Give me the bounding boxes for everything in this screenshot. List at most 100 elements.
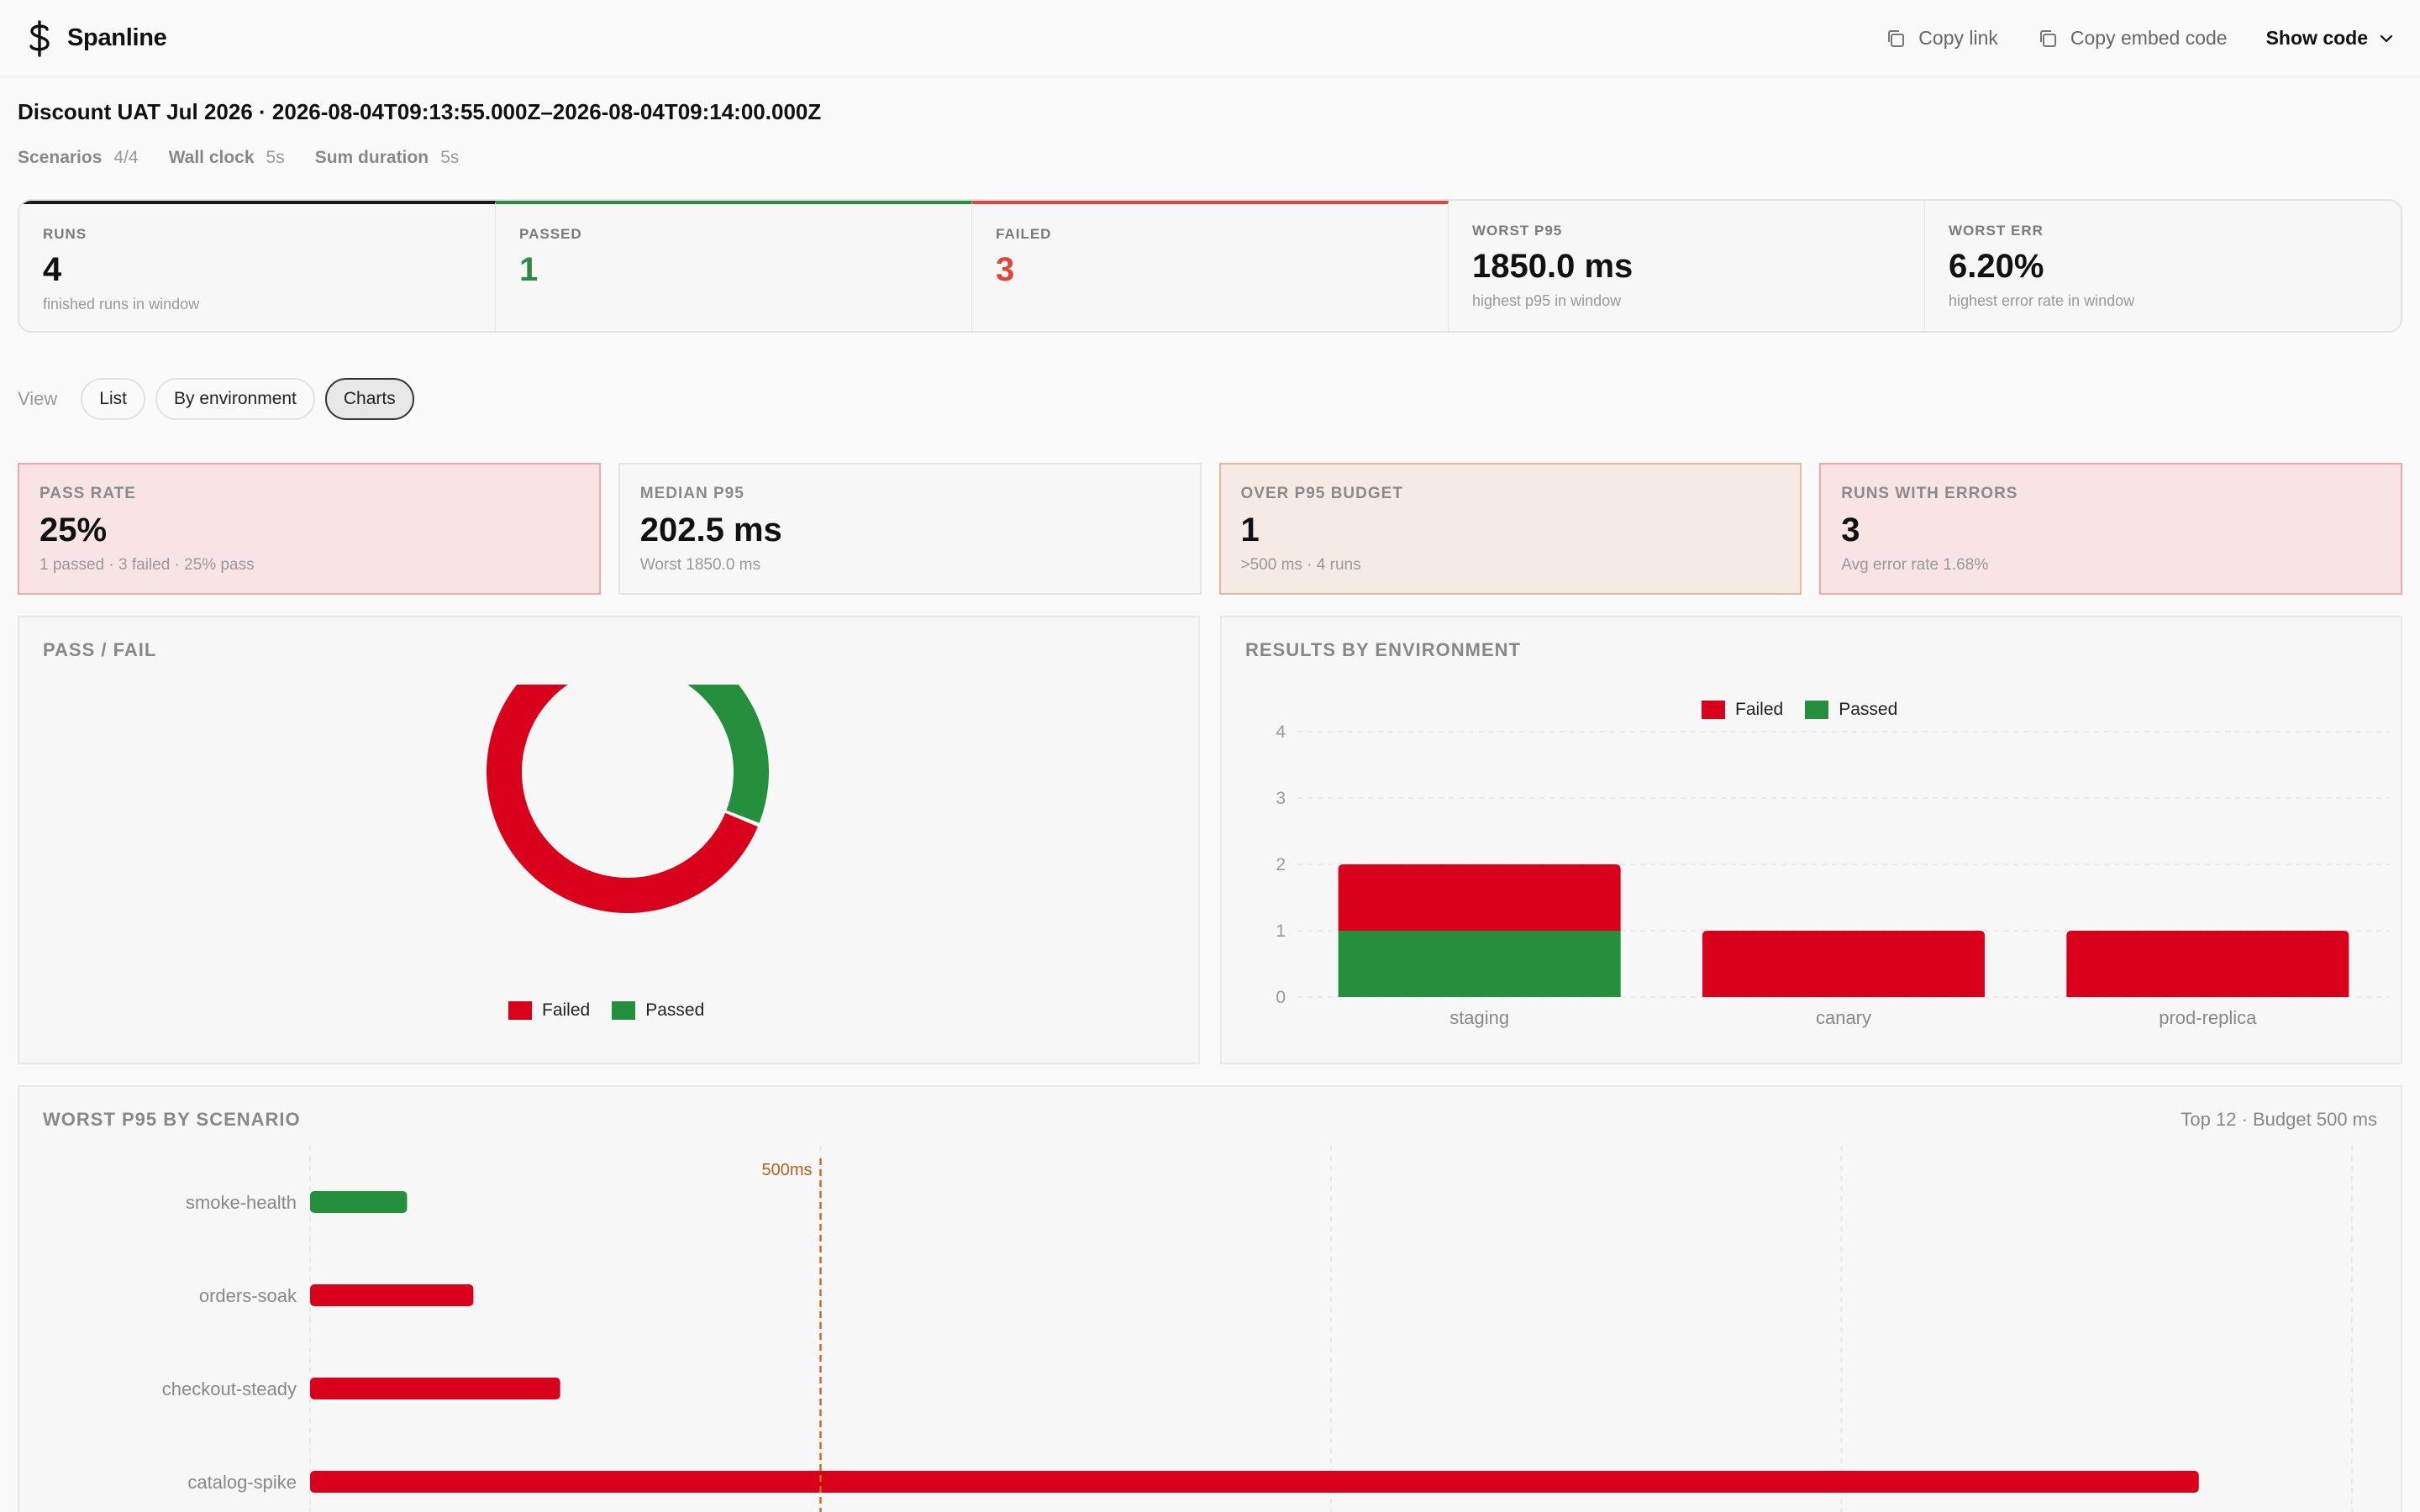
summary-value: 6.20% — [1949, 248, 2044, 285]
donut-slice-passed[interactable] — [669, 685, 769, 823]
bar-smoke-health[interactable] — [310, 1191, 408, 1213]
bar-checkout-steady[interactable] — [310, 1378, 560, 1399]
meta-key: Sum duration — [314, 148, 429, 167]
legend-label: Passed — [645, 1000, 705, 1020]
summary-label: RUNS — [43, 226, 87, 242]
pass-fail-donut-chart — [487, 685, 769, 913]
top-bar: Spanline Copy link Copy embed code Show … — [0, 0, 2420, 77]
summary-value: 4 — [43, 251, 62, 288]
y-tick-label: 2 — [1276, 855, 1286, 874]
summary-worst-err: WORST ERR 6.20% highest error rate in wi… — [1925, 201, 2401, 331]
summary-sub: highest error rate in window — [1949, 292, 2135, 309]
legend-item-passed[interactable]: Passed — [612, 1000, 704, 1021]
summary-runs: RUNS 4 finished runs in window — [19, 201, 496, 331]
bar-orders-soak[interactable] — [310, 1284, 474, 1306]
kpi-value: 1 — [1240, 512, 1260, 549]
legend-swatch-passed — [1805, 701, 1829, 719]
y-tick-label: catalog-spike — [187, 1472, 297, 1493]
view-option-by-environment[interactable]: By environment — [155, 378, 315, 420]
panel-title: RESULTS BY ENVIRONMENT — [1245, 639, 1521, 660]
summary-value: 1 — [519, 251, 539, 288]
y-tick-label: checkout-steady — [162, 1378, 297, 1399]
top-actions: Copy link Copy embed code Show code — [1885, 27, 2395, 50]
copy-link-label: Copy link — [1918, 27, 1998, 49]
kpi-row: PASS RATE 25% 1 passed · 3 failed · 25% … — [18, 463, 2402, 595]
copy-link-button[interactable]: Copy link — [1885, 27, 1998, 50]
legend-swatch-failed — [1702, 701, 1725, 719]
dollar-sign-icon — [29, 19, 50, 57]
kpi-value: 202.5 ms — [639, 512, 782, 549]
legend-item-passed[interactable]: Passed — [1805, 700, 1897, 720]
legend-label: Passed — [1839, 700, 1898, 719]
kpi-runs-with-errors: RUNS WITH ERRORS 3 Avg error rate 1.68% — [1819, 463, 2402, 595]
view-option-charts[interactable]: Charts — [324, 378, 414, 420]
copy-embed-label: Copy embed code — [2070, 27, 2228, 49]
y-tick-label: orders-soak — [199, 1285, 297, 1306]
copy-icon — [2039, 29, 2056, 47]
meta-sum-duration: Sum duration 5s — [315, 148, 460, 168]
copy-icon — [1888, 29, 1905, 47]
bar-failed-prod-replica[interactable] — [2066, 931, 2349, 997]
legend-swatch-failed — [508, 1001, 532, 1020]
legend-item-failed[interactable]: Failed — [508, 1000, 590, 1021]
donut-slice-failed[interactable] — [487, 685, 758, 913]
bar-failed-staging[interactable] — [1338, 864, 1621, 931]
worst-p95-panel: WORST P95 BY SCENARIO Top 12 · Budget 50… — [18, 1085, 2402, 1512]
legend-label: Failed — [542, 1000, 591, 1020]
panel-title: WORST P95 BY SCENARIO — [43, 1109, 301, 1130]
bar-catalog-spike[interactable] — [310, 1471, 2199, 1493]
results-by-environment-chart: 0 1 2 3 4 staging canary prod-replica — [1276, 722, 2390, 1028]
summary-sub: finished runs in window — [43, 296, 200, 312]
kpi-pass-rate: PASS RATE 25% 1 passed · 3 failed · 25% … — [18, 463, 601, 595]
kpi-sub: >500 ms · 4 runs — [1240, 556, 1361, 574]
summary-value: 3 — [996, 251, 1015, 288]
budget-label: 500ms — [761, 1161, 812, 1179]
bar-failed-canary[interactable] — [1702, 931, 1985, 997]
summary-label: WORST P95 — [1472, 223, 1563, 239]
results-by-environment-panel: RESULTS BY ENVIRONMENT Failed Passed 0 1 2… — [1220, 616, 2402, 1064]
show-code-button[interactable]: Show code — [2266, 27, 2395, 50]
kpi-value: 25% — [39, 512, 108, 549]
summary-label: FAILED — [996, 226, 1052, 242]
meta-key: Scenarios — [18, 148, 103, 167]
panel-meta: Top 12 · Budget 500 ms — [2181, 1109, 2377, 1130]
kpi-median-p95: MEDIAN P95 202.5 ms Worst 1850.0 ms — [618, 463, 1202, 595]
brand[interactable]: Spanline — [25, 19, 167, 58]
view-option-list[interactable]: List — [81, 378, 145, 420]
legend-label: Failed — [1735, 700, 1784, 719]
meta-value: 4/4 — [113, 148, 139, 167]
kpi-sub: 1 passed · 3 failed · 25% pass — [39, 556, 255, 574]
x-tick-label: prod-replica — [2159, 1007, 2257, 1028]
y-tick-label: 3 — [1276, 789, 1286, 808]
meta-key: Wall clock — [168, 148, 255, 167]
meta-wall-clock: Wall clock 5s — [169, 148, 285, 168]
bar-passed-staging[interactable] — [1338, 931, 1621, 997]
copy-embed-button[interactable]: Copy embed code — [2037, 27, 2228, 50]
kpi-label: MEDIAN P95 — [639, 485, 744, 502]
show-code-label: Show code — [2265, 27, 2368, 49]
summary-failed: FAILED 3 — [972, 201, 1449, 331]
donut-legend: Failed Passed — [508, 1000, 704, 1021]
kpi-value: 3 — [1841, 512, 1860, 549]
meta-value: 5s — [440, 148, 460, 167]
pass-fail-panel: PASS / FAIL Failed Passed — [18, 616, 1200, 1064]
kpi-sub: Worst 1850.0 ms — [639, 556, 761, 574]
summary-value: 1850.0 ms — [1472, 248, 1634, 285]
summary-strip: RUNS 4 finished runs in window PASSED 1 … — [18, 199, 2402, 333]
view-switcher: View List By environment Charts — [18, 378, 414, 420]
y-tick-label: 1 — [1276, 921, 1286, 941]
summary-worst-p95: WORST P95 1850.0 ms highest p95 in windo… — [1449, 201, 1925, 331]
x-tick-label: canary — [1816, 1007, 1871, 1028]
chevron-down-icon — [2380, 34, 2393, 42]
panel-title: PASS / FAIL — [43, 639, 157, 660]
run-meta: Scenarios 4/4 Wall clock 5s Sum duration… — [18, 148, 459, 168]
summary-sub: highest p95 in window — [1472, 292, 1622, 309]
worst-p95-chart: smoke-health orders-soak checkout-steady ca… — [162, 1146, 2353, 1512]
kpi-sub: Avg error rate 1.68% — [1841, 556, 1989, 574]
y-tick-label: 4 — [1276, 722, 1286, 742]
env-legend: Failed Passed — [1702, 700, 1897, 720]
summary-label: PASSED — [519, 226, 582, 242]
app-name: Spanline — [67, 24, 167, 51]
page-title: Discount UAT Jul 2026 · 2026-08-04T09:13… — [18, 99, 822, 124]
legend-item-failed[interactable]: Failed — [1702, 700, 1783, 720]
